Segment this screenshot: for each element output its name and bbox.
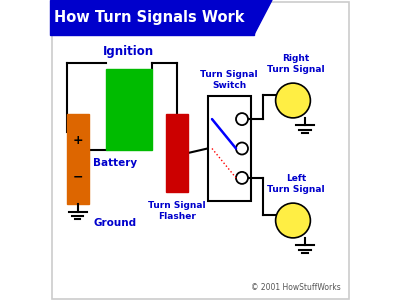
Circle shape xyxy=(276,203,310,238)
Bar xyxy=(66,114,89,204)
Circle shape xyxy=(236,172,248,184)
Text: How Turn Signals Work: How Turn Signals Work xyxy=(54,10,245,25)
Circle shape xyxy=(236,113,248,125)
Text: © 2001 HowStuffWorks: © 2001 HowStuffWorks xyxy=(251,284,341,292)
Bar xyxy=(50,0,254,34)
Circle shape xyxy=(276,83,310,118)
Text: Right
Turn Signal: Right Turn Signal xyxy=(267,54,325,74)
Text: +: + xyxy=(72,134,83,148)
Text: Turn Signal
Flasher: Turn Signal Flasher xyxy=(148,201,206,221)
Text: Turn Signal
Switch: Turn Signal Switch xyxy=(200,70,258,90)
Text: −: − xyxy=(72,170,83,184)
Text: Left
Turn Signal: Left Turn Signal xyxy=(267,174,325,194)
Text: Ground: Ground xyxy=(94,218,137,229)
Polygon shape xyxy=(254,0,272,34)
Text: Ignition: Ignition xyxy=(103,46,154,59)
Bar xyxy=(106,69,152,150)
Text: Battery: Battery xyxy=(94,158,138,169)
Circle shape xyxy=(236,142,248,154)
Bar xyxy=(208,96,251,201)
Bar xyxy=(166,114,188,192)
